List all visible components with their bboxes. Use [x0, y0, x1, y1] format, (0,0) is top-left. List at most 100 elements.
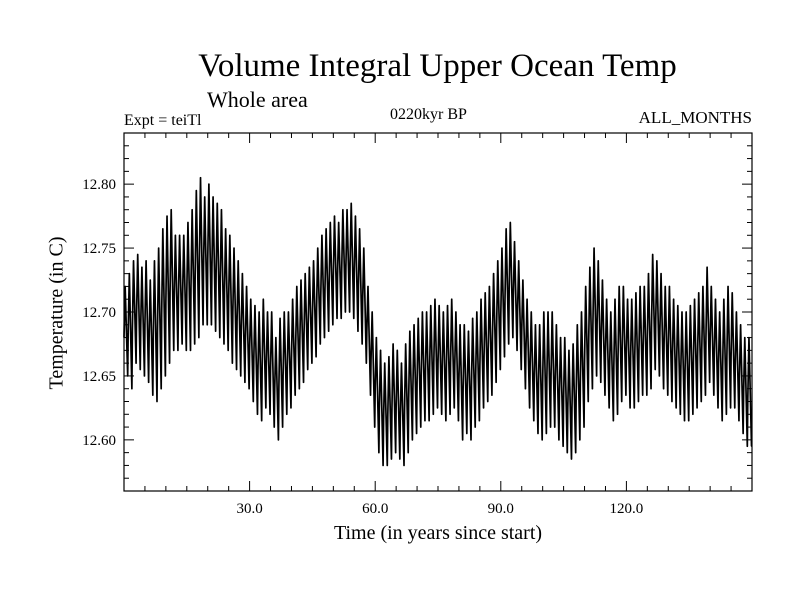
series-max-point	[643, 285, 646, 288]
series-max-point	[141, 266, 143, 268]
months-label: ALL_MONTHS	[638, 108, 752, 127]
series-min-point	[302, 381, 305, 383]
period-label: 0220kyr BP	[390, 106, 467, 123]
series-min-point	[131, 388, 133, 390]
series-max-point	[597, 260, 599, 262]
series-max-point	[463, 324, 465, 326]
series-max-point	[166, 215, 168, 217]
series-max-point	[685, 311, 687, 313]
series-max-point	[183, 234, 185, 236]
series-max-point	[367, 285, 369, 288]
series-min-point	[152, 394, 154, 396]
series-max-point	[426, 311, 428, 313]
series-min-point	[348, 311, 351, 313]
series-min-point	[210, 324, 213, 326]
series-max-point	[518, 260, 520, 262]
series-min-point	[378, 452, 380, 454]
series-min-point	[508, 343, 510, 345]
series-min-point	[340, 317, 342, 319]
series-min-point	[231, 362, 233, 364]
series-max-point	[279, 317, 281, 319]
series-max-point	[589, 266, 591, 268]
series-max-point	[689, 305, 692, 307]
x-tick-label: 120.0	[610, 501, 644, 517]
series-max-point	[656, 260, 658, 262]
series-min-point	[562, 445, 564, 447]
series-max-point	[560, 336, 562, 339]
chart-subtitle: Whole area	[207, 87, 308, 112]
series-max-point	[639, 285, 641, 288]
series-max-point	[283, 311, 285, 313]
series-min-point	[248, 388, 250, 390]
series-min-point	[600, 381, 602, 383]
series-max-point	[514, 241, 516, 243]
series-max-point	[384, 362, 386, 364]
series-max-point	[246, 285, 248, 288]
series-max-point	[635, 292, 637, 294]
series-min-point	[403, 464, 405, 467]
series-min-point	[273, 426, 275, 428]
series-min-point	[206, 324, 208, 326]
series-max-point	[547, 311, 549, 313]
series-min-point	[143, 375, 146, 377]
series-max-point	[250, 298, 252, 300]
series-max-point	[195, 189, 198, 192]
series-max-point	[208, 183, 210, 185]
series-max-point	[740, 324, 742, 326]
series-min-point	[487, 400, 489, 403]
series-min-point	[696, 407, 698, 409]
series-max-point	[698, 292, 700, 294]
series-min-point	[612, 420, 614, 422]
x-tick-label: 30.0	[236, 501, 262, 517]
series-min-point	[633, 407, 635, 409]
series-max-point	[333, 215, 336, 217]
series-min-point	[746, 445, 748, 447]
series-min-point	[441, 413, 443, 415]
series-max-point	[417, 317, 419, 319]
experiment-label: Expt = teiTl	[124, 112, 202, 129]
series-max-point	[551, 311, 553, 313]
series-min-point	[365, 362, 367, 364]
series-max-point	[200, 177, 202, 179]
series-max-point	[497, 260, 499, 262]
series-max-point	[421, 311, 424, 313]
temperature-series-line	[123, 176, 753, 467]
series-min-point	[541, 439, 543, 441]
series-max-point	[572, 343, 574, 345]
series-min-point	[298, 388, 300, 390]
series-max-point	[677, 305, 679, 307]
series-min-point	[386, 464, 388, 467]
series-max-point	[627, 298, 629, 300]
series-min-point	[265, 407, 267, 409]
series-min-point	[658, 375, 661, 377]
chart-title: Volume Integral Upper Ocean Temp	[198, 48, 677, 84]
series-min-point	[319, 343, 321, 345]
series-max-point	[179, 234, 181, 236]
series-min-point	[286, 413, 288, 415]
series-min-point	[277, 439, 280, 441]
series-max-point	[719, 311, 721, 313]
series-max-point	[434, 298, 436, 300]
series-max-point	[287, 311, 290, 313]
series-min-point	[729, 407, 732, 409]
series-max-point	[493, 273, 495, 275]
series-max-point	[174, 234, 177, 236]
series-min-point	[135, 362, 137, 364]
series-max-point	[714, 298, 717, 300]
series-max-point	[145, 260, 147, 262]
y-tick-label: 12.75	[82, 241, 116, 257]
series-min-point	[721, 420, 723, 422]
series-min-point	[181, 343, 183, 345]
series-min-point	[516, 349, 518, 351]
series-max-point	[233, 247, 235, 249]
series-min-point	[156, 400, 158, 403]
series-min-point	[575, 452, 577, 454]
series-max-point	[413, 324, 415, 326]
series-min-point	[675, 407, 677, 409]
series-max-point	[438, 305, 440, 307]
series-max-point	[585, 285, 587, 288]
series-min-point	[160, 388, 162, 390]
series-max-point	[371, 311, 373, 313]
series-min-point	[520, 368, 522, 371]
series-min-point	[457, 420, 460, 422]
